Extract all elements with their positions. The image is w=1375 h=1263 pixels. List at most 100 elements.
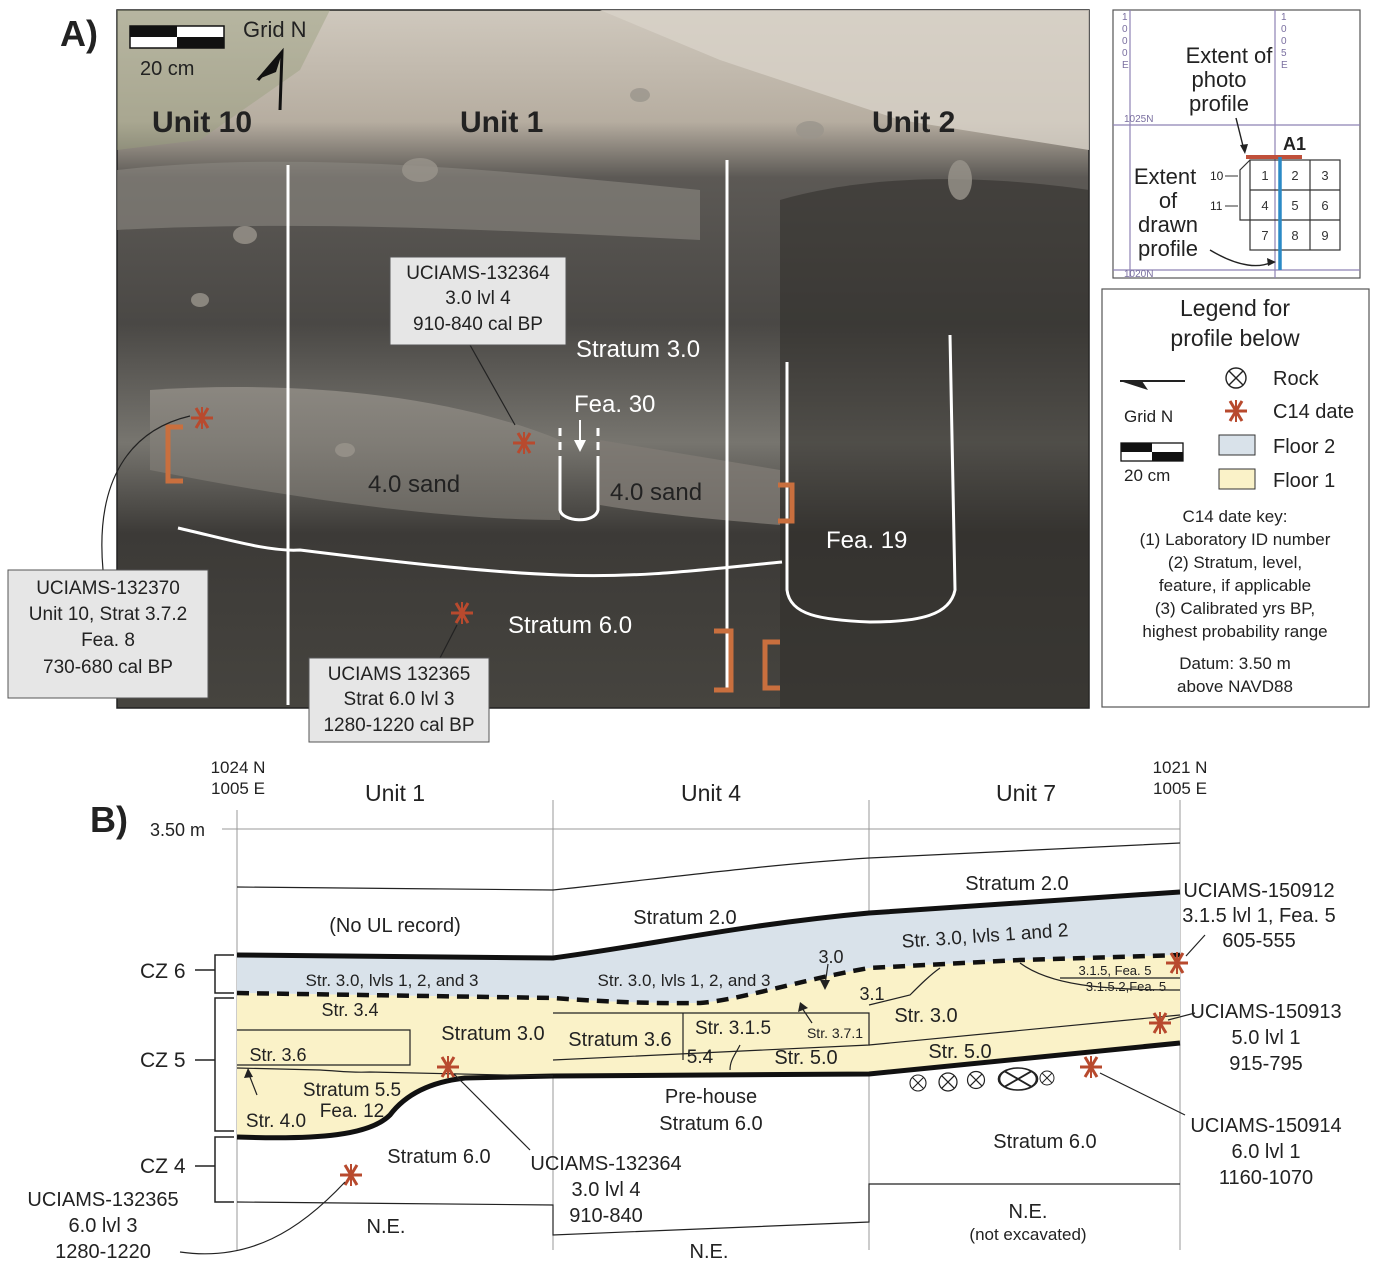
photo-date-box-132364: UCIAMS-132364 3.0 lvl 4 910-840 cal BP (389, 256, 567, 346)
map-cell: 1 (1261, 168, 1268, 183)
fea30-dashes (558, 428, 600, 460)
profile-date-line: 6.0 lvl 1 (1232, 1141, 1301, 1163)
profile-label: Str. 5.0 (928, 1041, 991, 1063)
photo-stratum-6: Stratum 6.0 (508, 612, 632, 639)
profile-label: 3.1 (859, 984, 884, 1004)
profile-label: (No UL record) (329, 915, 461, 937)
map-e1005-char: 0 (1281, 36, 1287, 47)
legend-floor1-swatch (1218, 468, 1256, 490)
profile-unit-1: Unit 1 (365, 780, 425, 806)
legend-datum-line: above NAVD88 (1177, 677, 1293, 696)
photo-leader-lines (101, 344, 516, 659)
legend-item-label: Rock (1273, 368, 1320, 390)
photo-unit-1: Unit 1 (460, 106, 543, 139)
map-cell: 7 (1261, 228, 1268, 243)
legend-datum-line: Datum: 3.50 m (1179, 654, 1291, 673)
map-cell: 9 (1321, 228, 1328, 243)
profile-label: 3.0 (818, 947, 843, 967)
map-n1020: 1020N (1124, 269, 1153, 280)
rocks-unit7 (909, 1066, 1055, 1092)
profile-date-line: 3.0 lvl 4 (572, 1179, 641, 1201)
map-e1005-char: E (1281, 60, 1288, 71)
profile-label: N.E. (1009, 1201, 1048, 1223)
profile-label: 5.4 (687, 1047, 714, 1068)
map-drawn-extent-line: of (1159, 188, 1178, 213)
legend-key-line: feature, if applicable (1159, 576, 1311, 595)
photo-unit-10: Unit 10 (152, 106, 252, 139)
profile-date-line: 1160-1070 (1219, 1167, 1313, 1189)
map-cell: 8 (1291, 228, 1298, 243)
photo-sand-right: 4.0 sand (610, 479, 702, 506)
photo-date-box-132370: UCIAMS-132370 Unit 10, Strat 3.7.2 Fea. … (7, 569, 209, 699)
photo-scale-bar: 20 cm (129, 25, 225, 80)
photo-date-box-132365: UCIAMS 132365 Strat 6.0 lvl 3 1280-1220 … (308, 657, 490, 743)
date-line: Fea. 8 (81, 630, 135, 651)
profile-date-line: 605-555 (1222, 930, 1295, 952)
floor1-fill (237, 955, 1180, 1138)
profile-date-line: 6.0 lvl 3 (69, 1215, 138, 1237)
photo-fea-19: Fea. 19 (826, 527, 907, 554)
map-photo-extent-line: Extent of (1186, 43, 1274, 68)
profile-date-line: UCIAMS-132364 (530, 1153, 681, 1175)
profile-date-line: UCIAMS-150912 (1183, 880, 1334, 902)
date-line: 910-840 cal BP (413, 314, 543, 335)
map-photo-extent-line: photo (1191, 67, 1246, 92)
profile-label: Str. 3.7.1 (807, 1025, 863, 1041)
legend-title-line: profile below (1170, 325, 1300, 351)
photo-sand-left: 4.0 sand (368, 471, 460, 498)
profile-label: Stratum 2.0 (965, 873, 1068, 895)
date-line: 730-680 cal BP (43, 657, 173, 678)
legend-scale: 20 cm (1124, 466, 1170, 485)
legend-rock-icon (1225, 367, 1247, 389)
map-cell: 3 (1321, 168, 1328, 183)
legend: Legend for profile below Grid N 20 cm Ro… (1101, 288, 1370, 708)
photo-sample-brackets (165, 424, 795, 693)
map-photo-extent-line: profile (1189, 91, 1249, 116)
photo-fea-30: Fea. 30 (574, 391, 655, 418)
photo-stratum-3: Stratum 3.0 (576, 336, 700, 363)
date-line: UCIAMS-132370 (36, 578, 180, 599)
profile-date-line: UCIAMS-150913 (1190, 1001, 1341, 1023)
map-block-label: A1 (1283, 134, 1306, 154)
profile-date-line: 3.1.5 lvl 1, Fea. 5 (1182, 905, 1335, 927)
photo-scale-text: 20 cm (140, 58, 194, 80)
profile-label: (not excavated) (969, 1225, 1086, 1244)
profile-label: Pre-house (665, 1086, 757, 1108)
elevation-label: 3.50 m (150, 820, 205, 840)
date-line: Unit 10, Strat 3.7.2 (29, 604, 187, 625)
profile-label: N.E. (367, 1216, 406, 1238)
legend-key-line: (2) Stratum, level, (1168, 553, 1302, 572)
left-coord-line: 1005 E (211, 779, 265, 798)
map-row-marker: 11 (1210, 199, 1223, 213)
profile-label: Stratum 3.6 (568, 1029, 671, 1051)
date-line: UCIAMS 132365 (328, 664, 471, 685)
cz-label: CZ 6 (140, 960, 186, 983)
profile-c14-asterisk (1078, 1054, 1104, 1080)
legend-item-label: C14 date (1273, 401, 1354, 423)
profile-date-line: 910-840 (569, 1205, 642, 1227)
profile-label: Stratum 5.5 (303, 1080, 401, 1101)
profile-label: Stratum 6.0 (387, 1146, 490, 1168)
legend-key-line: (1) Laboratory ID number (1140, 530, 1331, 549)
panel-a-label: A) (60, 13, 98, 54)
floor-boundaries (236, 889, 1181, 1141)
legend-key-line: C14 date key: (1183, 507, 1288, 526)
profile-label: Str. 3.6 (249, 1045, 306, 1065)
map-cell: 4 (1261, 198, 1268, 213)
map-drawn-extent-line: drawn (1138, 212, 1198, 237)
legend-item-label: Floor 2 (1273, 436, 1335, 458)
profile-date-line: 5.0 lvl 1 (1232, 1027, 1301, 1049)
profile-label: 3.1.5.2,Fea. 5 (1086, 979, 1166, 994)
map-drawn-extent-line: profile (1138, 236, 1198, 261)
map-e1000-char: E (1122, 60, 1129, 71)
map-cell: 2 (1291, 168, 1298, 183)
profile-unit-4: Unit 4 (681, 780, 741, 806)
legend-floor2-swatch (1218, 434, 1256, 456)
profile-thin-lines (236, 842, 1181, 1236)
inset-map: 1 0 0 0 E 1 0 0 5 E 1025N 1020N Extent o… (1112, 9, 1361, 280)
profile-label: Str. 5.0 (774, 1047, 837, 1069)
legend-key-line: (3) Calibrated yrs BP, (1155, 599, 1315, 618)
profile-label: Stratum 6.0 (659, 1113, 762, 1135)
legend-grid-n: Grid N (1124, 407, 1173, 426)
